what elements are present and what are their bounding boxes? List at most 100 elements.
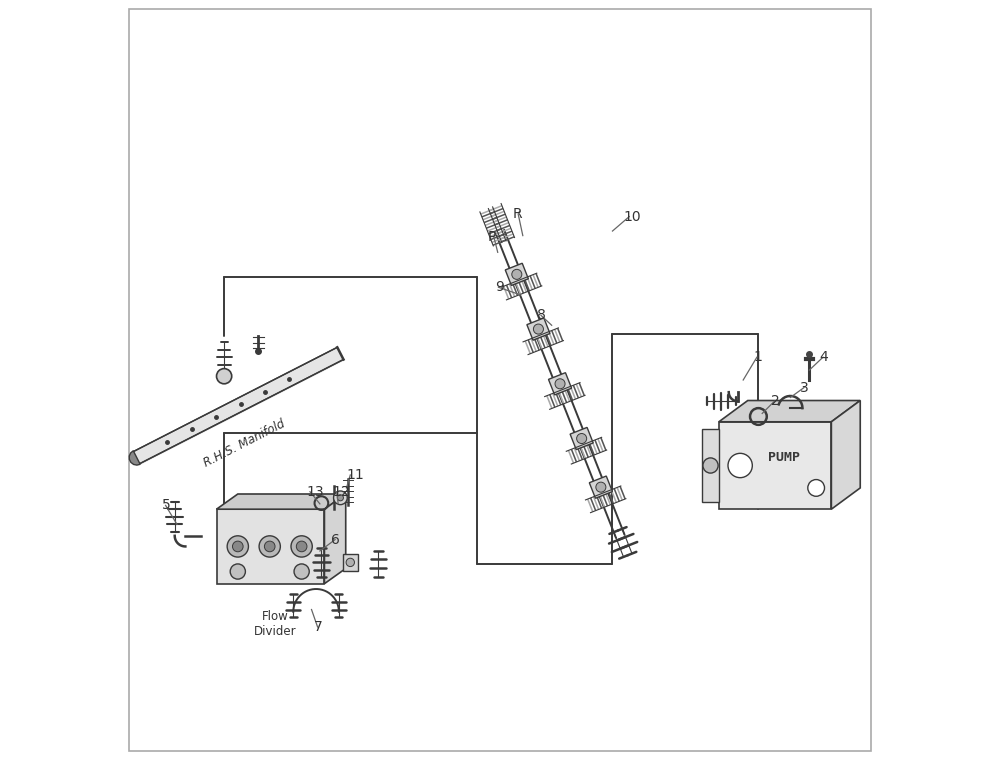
Polygon shape	[587, 499, 593, 512]
Polygon shape	[217, 509, 324, 584]
Text: 4: 4	[819, 350, 828, 364]
Polygon shape	[217, 494, 346, 509]
Polygon shape	[568, 450, 574, 464]
Circle shape	[533, 324, 543, 334]
Polygon shape	[548, 331, 555, 345]
Polygon shape	[831, 401, 860, 509]
Polygon shape	[594, 440, 601, 453]
Polygon shape	[557, 328, 563, 341]
Text: Flow
Divider: Flow Divider	[254, 610, 296, 638]
Polygon shape	[497, 225, 510, 231]
Polygon shape	[579, 382, 585, 396]
Text: P: P	[488, 230, 496, 244]
Circle shape	[334, 491, 347, 505]
Polygon shape	[590, 498, 596, 511]
Polygon shape	[498, 227, 511, 234]
Polygon shape	[527, 318, 550, 340]
Polygon shape	[500, 233, 513, 239]
Polygon shape	[533, 337, 540, 350]
Circle shape	[296, 541, 307, 552]
Polygon shape	[525, 340, 531, 354]
Polygon shape	[506, 285, 512, 298]
Polygon shape	[499, 230, 512, 237]
Circle shape	[346, 558, 354, 567]
Polygon shape	[526, 277, 533, 290]
Circle shape	[728, 453, 752, 478]
Polygon shape	[529, 276, 536, 289]
Polygon shape	[495, 219, 508, 226]
Polygon shape	[564, 388, 570, 402]
Polygon shape	[129, 451, 140, 465]
Polygon shape	[324, 494, 346, 584]
Polygon shape	[719, 422, 831, 509]
Polygon shape	[503, 286, 509, 299]
Circle shape	[259, 536, 280, 557]
Polygon shape	[591, 441, 598, 454]
Circle shape	[217, 369, 232, 384]
Text: 11: 11	[346, 468, 364, 482]
Polygon shape	[483, 214, 496, 220]
Text: 2: 2	[771, 394, 779, 408]
Polygon shape	[551, 331, 558, 344]
Text: 1: 1	[753, 350, 762, 364]
Text: 12: 12	[333, 485, 350, 499]
Circle shape	[512, 269, 522, 280]
Polygon shape	[487, 225, 500, 232]
Polygon shape	[588, 442, 595, 455]
Polygon shape	[552, 393, 559, 407]
Polygon shape	[554, 329, 560, 342]
Text: 3: 3	[800, 381, 809, 394]
Polygon shape	[134, 347, 344, 464]
Polygon shape	[608, 491, 614, 504]
Polygon shape	[491, 234, 504, 240]
Polygon shape	[536, 336, 543, 350]
Text: 7: 7	[314, 620, 323, 634]
Polygon shape	[599, 494, 605, 508]
Polygon shape	[524, 278, 530, 291]
Circle shape	[703, 458, 718, 473]
Circle shape	[577, 433, 587, 444]
Polygon shape	[545, 333, 552, 346]
Polygon shape	[539, 335, 546, 348]
Text: 13: 13	[306, 485, 324, 499]
Polygon shape	[585, 443, 592, 457]
Circle shape	[264, 541, 275, 552]
Polygon shape	[484, 217, 497, 223]
Polygon shape	[582, 445, 589, 458]
Polygon shape	[532, 274, 539, 287]
Polygon shape	[509, 283, 515, 297]
Polygon shape	[589, 476, 612, 499]
Circle shape	[555, 378, 565, 389]
Polygon shape	[548, 372, 572, 395]
Polygon shape	[501, 236, 515, 242]
Polygon shape	[546, 395, 553, 409]
Polygon shape	[613, 489, 620, 502]
Polygon shape	[492, 236, 505, 243]
Polygon shape	[486, 223, 499, 229]
Polygon shape	[535, 273, 542, 287]
Polygon shape	[549, 394, 556, 407]
Polygon shape	[512, 283, 518, 296]
Polygon shape	[491, 211, 504, 217]
Circle shape	[291, 536, 312, 557]
Polygon shape	[576, 384, 582, 397]
Circle shape	[232, 541, 243, 552]
Polygon shape	[480, 208, 494, 215]
Polygon shape	[605, 492, 611, 505]
Text: 6: 6	[331, 533, 340, 546]
Polygon shape	[602, 493, 608, 506]
Polygon shape	[567, 388, 573, 401]
Polygon shape	[577, 447, 583, 460]
Polygon shape	[515, 281, 521, 295]
Text: 8: 8	[537, 309, 546, 322]
Polygon shape	[597, 439, 604, 451]
Polygon shape	[485, 220, 498, 226]
Polygon shape	[496, 222, 509, 229]
Polygon shape	[570, 427, 593, 450]
Text: 9: 9	[495, 280, 504, 294]
Polygon shape	[490, 207, 503, 214]
Polygon shape	[596, 496, 602, 508]
Polygon shape	[521, 279, 527, 293]
Polygon shape	[489, 205, 502, 211]
Polygon shape	[611, 489, 617, 503]
